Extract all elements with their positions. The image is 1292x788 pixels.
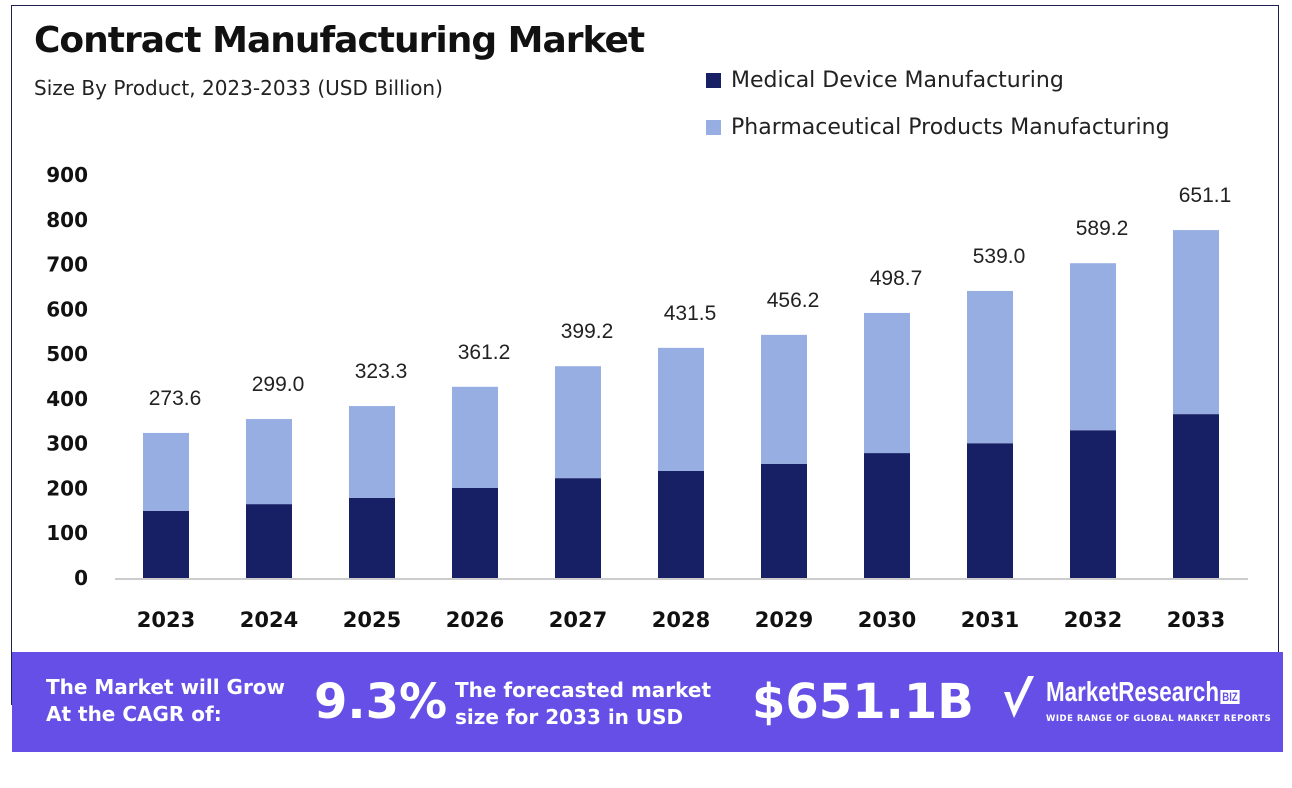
data-label: 399.2 [561, 320, 614, 343]
data-label: 651.1 [1179, 184, 1232, 207]
data-label: 361.2 [458, 341, 511, 364]
bar-pharma-2026 [452, 386, 498, 488]
logo-badge: BIZ [1220, 690, 1240, 704]
bar-pharma-2024 [246, 419, 292, 505]
bar-medical-2028 [658, 470, 704, 578]
y-tick-label: 500 [46, 342, 88, 366]
forecast-text-line1: The forecasted market [455, 678, 712, 702]
bar-pharma-2025 [349, 406, 395, 498]
chart-subtitle: Size By Product, 2023-2033 (USD Billion) [34, 76, 443, 100]
logo-name-text: MarketResearch [1046, 676, 1220, 707]
x-tick-label: 2025 [343, 608, 401, 632]
bar-medical-2024 [246, 504, 292, 578]
x-tick-label: 2024 [240, 608, 298, 632]
bar-pharma-2027 [555, 366, 601, 479]
y-tick-label: 900 [46, 163, 88, 187]
forecast-value: $651.1B [752, 674, 974, 730]
bar-medical-2025 [349, 497, 395, 578]
y-tick-label: 800 [46, 208, 88, 232]
bar-pharma-2031 [967, 290, 1013, 444]
x-tick-label: 2031 [961, 608, 1019, 632]
forecast-text: The forecasted market size for 2033 in US… [455, 677, 711, 731]
logo-name: MarketResearch BIZ [1046, 676, 1240, 708]
data-label: 589.2 [1076, 217, 1129, 240]
data-label: 299.0 [252, 373, 305, 396]
bar-medical-2023 [143, 510, 189, 578]
bar-medical-2029 [761, 463, 807, 578]
y-tick-label: 0 [74, 566, 88, 590]
legend-swatch-medical [706, 73, 721, 88]
y-tick-label: 400 [46, 387, 88, 411]
legend-swatch-pharma [706, 120, 721, 135]
logo-check-icon [1004, 676, 1034, 718]
legend-label-pharma: Pharmaceutical Products Manufacturing [731, 115, 1170, 140]
summary-banner: The Market will Grow At the CAGR of: 9.3%… [12, 652, 1283, 752]
bar-pharma-2032 [1070, 263, 1116, 431]
cagr-text-line2: At the CAGR of: [46, 702, 222, 726]
cagr-value: 9.3% [314, 674, 448, 730]
chart-title: Contract Manufacturing Market [34, 20, 645, 61]
bar-pharma-2030 [864, 312, 910, 454]
y-tick-label: 200 [46, 476, 88, 500]
x-tick-label: 2027 [549, 608, 607, 632]
data-label: 539.0 [973, 245, 1026, 268]
legend-item-medical: Medical Device Manufacturing [706, 68, 1064, 93]
data-label: 456.2 [767, 289, 820, 312]
data-label: 273.6 [149, 387, 202, 410]
data-label: 498.7 [870, 267, 923, 290]
y-tick-label: 100 [46, 521, 88, 545]
bar-pharma-2033 [1173, 230, 1219, 415]
bar-medical-2030 [864, 453, 910, 578]
bar-medical-2031 [967, 443, 1013, 578]
bar-medical-2033 [1173, 414, 1219, 578]
forecast-text-line2: size for 2033 in USD [455, 705, 684, 729]
x-tick-label: 2030 [858, 608, 916, 632]
bar-medical-2026 [452, 487, 498, 578]
y-tick-label: 300 [46, 432, 88, 456]
bar-medical-2027 [555, 478, 601, 578]
cagr-text-line1: The Market will Grow [46, 675, 286, 699]
bar-pharma-2029 [761, 334, 807, 464]
x-tick-label: 2029 [755, 608, 813, 632]
y-tick-label: 700 [46, 253, 88, 277]
x-tick-label: 2032 [1064, 608, 1122, 632]
bar-pharma-2023 [143, 432, 189, 511]
x-tick-label: 2026 [446, 608, 504, 632]
bar-chart: 0 100 200 300 400 500 600 700 800 900 273.6 2023 299… [46, 163, 1248, 632]
x-tick-label: 2028 [652, 608, 710, 632]
data-label: 431.5 [664, 302, 717, 325]
legend-item-pharma: Pharmaceutical Products Manufacturing [706, 115, 1170, 140]
legend-label-medical: Medical Device Manufacturing [731, 68, 1064, 93]
x-tick-label: 2023 [137, 608, 195, 632]
bar-medical-2032 [1070, 430, 1116, 578]
bar-pharma-2028 [658, 347, 704, 471]
chart-frame [11, 5, 1279, 705]
logo-tagline: WIDE RANGE OF GLOBAL MARKET REPORTS [1046, 714, 1272, 724]
x-tick-label: 2033 [1167, 608, 1225, 632]
y-tick-label: 600 [46, 297, 88, 321]
data-label: 323.3 [355, 360, 408, 383]
cagr-text: The Market will Grow At the CAGR of: [46, 674, 285, 728]
